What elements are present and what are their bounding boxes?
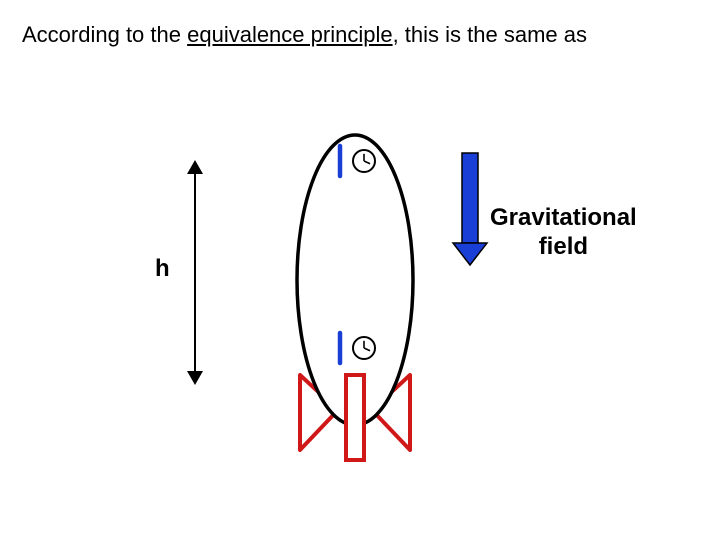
heading-prefix: According to the <box>22 22 187 47</box>
heading-text: According to the equivalence principle, … <box>22 22 587 48</box>
heading-suffix: , this is the same as <box>393 22 587 47</box>
rocket-diagram <box>0 105 720 535</box>
heading-link: equivalence principle <box>187 22 392 47</box>
